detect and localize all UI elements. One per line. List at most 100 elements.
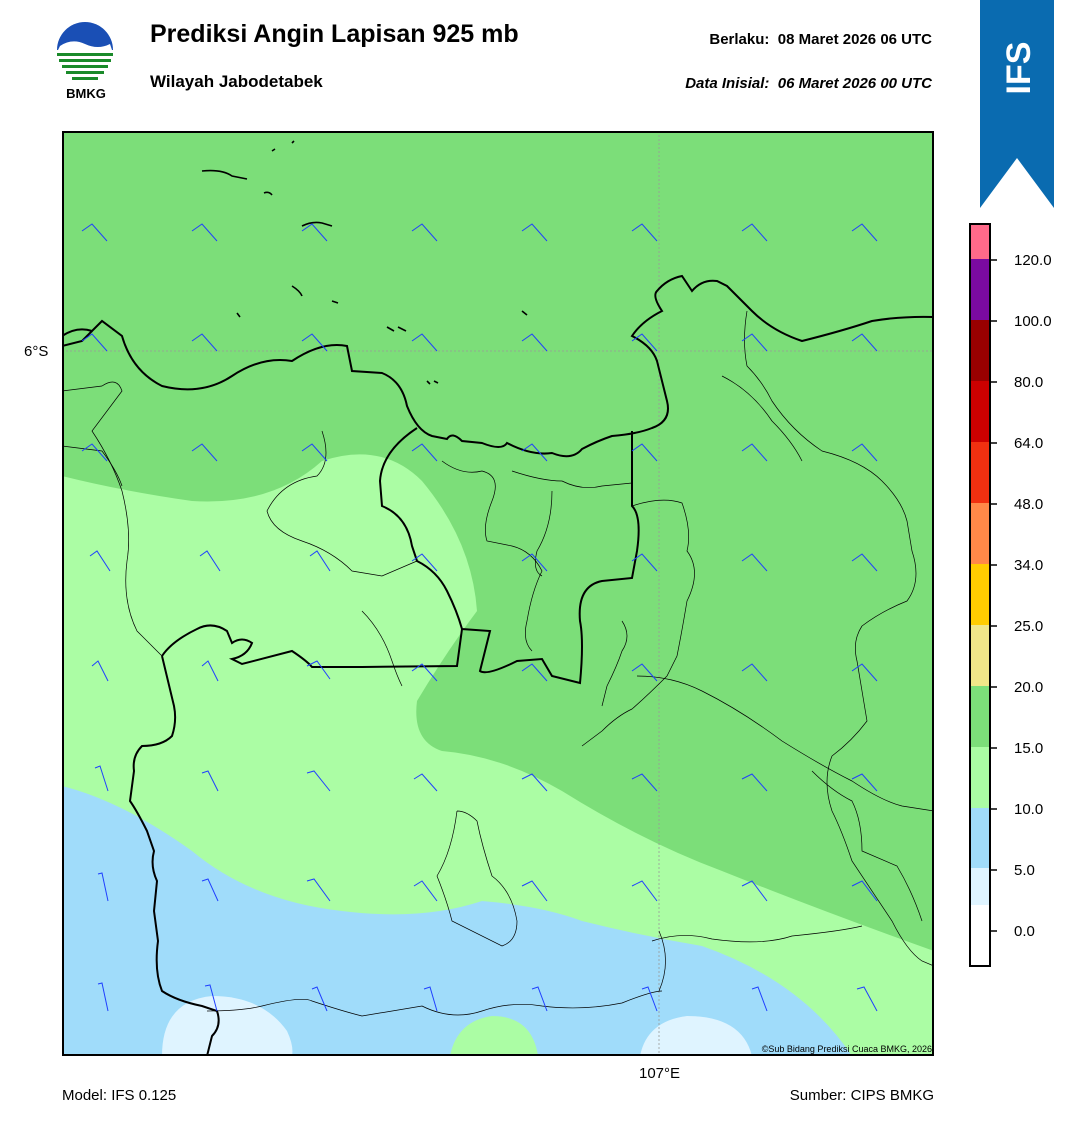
wind-barb: [851, 773, 878, 792]
colorbar: 0.0 5.0 10.0 15.0 20.0 25.0 34.0 48.0 64…: [969, 223, 1069, 967]
colorbar-label: 15.0: [1014, 740, 1043, 757]
logo-text: BMKG: [66, 86, 106, 101]
island: [386, 326, 395, 332]
island: [236, 312, 241, 318]
regency-boundary: [636, 675, 934, 812]
colorbar-swatch: [971, 564, 989, 625]
island: [426, 380, 431, 385]
wind-barb: [94, 765, 109, 792]
colorbar-swatch: [971, 225, 989, 259]
copyright-text: ©Sub Bidang Prediksi Cuaca BMKG, 2026: [761, 1044, 932, 1054]
regency-boundary: [744, 310, 934, 967]
wind-barb: [89, 550, 111, 572]
island: [201, 169, 248, 180]
wind-barb: [521, 663, 548, 682]
colorbar-swatches: [971, 225, 989, 965]
wind-barb: [641, 986, 658, 1012]
colorbar-label: 10.0: [1014, 801, 1043, 818]
regency-boundary: [266, 430, 418, 577]
wind-barb: [631, 880, 658, 902]
wind-barb: [97, 872, 109, 902]
colorbar-label: 0.0: [1014, 923, 1035, 940]
wind-barb: [521, 333, 548, 352]
regency-boundary: [62, 381, 163, 657]
island: [521, 310, 528, 316]
wind-barb: [191, 443, 218, 462]
wind-barb: [204, 984, 218, 1012]
island: [433, 380, 439, 384]
init-label: Data Inisial:: [685, 75, 770, 92]
wind-barb: [423, 986, 438, 1012]
wind-barb: [201, 770, 219, 792]
regency-boundary: [581, 499, 695, 747]
wind-barb: [201, 660, 219, 682]
wind-barb: [81, 223, 108, 242]
speed-region-10-15: [450, 1016, 538, 1056]
wind-barb: [521, 553, 548, 572]
wind-barb: [521, 880, 548, 902]
regency-boundary: [206, 990, 663, 1017]
wind-barb: [413, 773, 438, 792]
wind-barb: [521, 443, 548, 462]
wind-barb: [81, 443, 108, 462]
bmkg-logo-icon: [52, 20, 118, 104]
colorbar-label: 100.0: [1014, 313, 1052, 330]
wind-barb: [411, 333, 438, 352]
wind-barb: [311, 986, 328, 1012]
wind-barb: [301, 443, 328, 462]
wind-barb: [306, 770, 331, 792]
wind-barb: [741, 663, 768, 682]
colorbar-swatch: [971, 381, 989, 442]
wind-barb: [631, 443, 658, 462]
colorbar-swatch: [971, 259, 989, 320]
wind-barb: [631, 223, 658, 242]
regency-boundary: [62, 445, 123, 487]
island: [397, 326, 407, 332]
regency-boundary: [511, 470, 633, 488]
init-time: Data Inisial: 06 Maret 2026 00 UTC: [685, 75, 932, 92]
wind-barb: [631, 553, 658, 572]
init-value: 06 Maret 2026 00 UTC: [777, 75, 932, 92]
wind-barb: [741, 773, 768, 792]
island: [331, 300, 339, 304]
regency-boundary: [361, 610, 403, 687]
wind-barb: [91, 660, 109, 682]
regency-boundary: [811, 770, 923, 922]
page-title: Prediksi Angin Lapisan 925 mb: [150, 20, 519, 48]
wind-barb: [751, 986, 768, 1012]
wind-barb: [81, 333, 108, 352]
regency-boundary: [658, 930, 666, 992]
colorbar-label: 25.0: [1014, 618, 1043, 635]
wind-map: [62, 131, 934, 1056]
regency-boundary: [535, 490, 553, 577]
model-label: Model: IFS 0.125: [62, 1087, 177, 1104]
wind-barb: [521, 223, 548, 242]
wind-barb: [301, 333, 328, 352]
wind-barb: [411, 553, 438, 572]
speed-region-5-10: [62, 786, 852, 1056]
wind-barb: [199, 550, 221, 572]
wind-barb: [521, 773, 548, 792]
wind-barb: [411, 223, 438, 242]
region-subtitle: Wilayah Jabodetabek: [150, 72, 323, 91]
wind-barb: [741, 223, 768, 242]
colorbar-swatch: [971, 503, 989, 564]
wind-barb: [741, 443, 768, 462]
regency-boundary: [601, 620, 628, 707]
colorbar-swatch: [971, 320, 989, 381]
regency-boundary: [436, 810, 518, 947]
colorbar-label: 120.0: [1014, 252, 1052, 269]
wind-barb: [411, 443, 438, 462]
province-boundary: [161, 624, 463, 668]
wind-barb: [97, 982, 109, 1012]
colorbar-swatch: [971, 625, 989, 686]
valid-value: 08 Maret 2026 06 UTC: [777, 31, 932, 48]
wind-barb: [631, 333, 658, 352]
wind-barb: [191, 223, 218, 242]
wind-barb: [741, 880, 768, 902]
speed-region-0-5: [640, 1016, 752, 1056]
valid-time: Berlaku: 08 Maret 2026 06 UTC: [709, 31, 932, 48]
wind-barb: [851, 663, 878, 682]
wind-barb: [306, 878, 331, 902]
source-label: Sumber: CIPS BMKG: [789, 1087, 934, 1104]
